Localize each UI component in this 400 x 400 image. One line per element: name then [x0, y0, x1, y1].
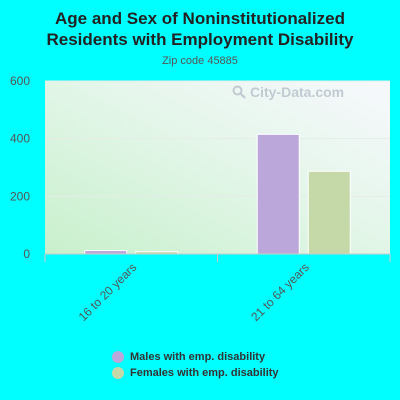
- bar-males-1[interactable]: [256, 133, 300, 255]
- legend-swatch-females: [112, 367, 124, 379]
- bar-females-1[interactable]: [307, 170, 351, 255]
- chart-subtitle: Zip code 45885: [162, 55, 238, 67]
- watermark-text: City-Data.com: [250, 84, 345, 100]
- legend-item-males[interactable]: Males with emp. disability: [112, 349, 279, 365]
- watermark: City-Data.com: [232, 84, 344, 100]
- y-tick-label: 400: [10, 132, 30, 146]
- legend-label-females: Females with emp. disability: [130, 367, 279, 379]
- legend-label-males: Males with emp. disability: [130, 351, 266, 363]
- x-tick-label: 21 to 64 years: [248, 260, 312, 324]
- legend-item-females[interactable]: Females with emp. disability: [112, 365, 279, 381]
- chart-title-line-1: Age and Sex of Noninstitutionalized: [55, 9, 345, 28]
- x-tick-label: 16 to 20 years: [76, 260, 140, 324]
- y-tick-label: 600: [10, 74, 30, 88]
- magnifier-icon: [232, 85, 246, 99]
- chart-title-line-2: Residents with Employment Disability: [46, 30, 354, 49]
- legend-swatch-males: [112, 351, 124, 363]
- y-tick-label: 200: [10, 189, 30, 203]
- y-tick-label: 0: [23, 247, 30, 261]
- bar-males-0[interactable]: [84, 250, 128, 255]
- legend: Males with emp. disability Females with …: [112, 349, 279, 381]
